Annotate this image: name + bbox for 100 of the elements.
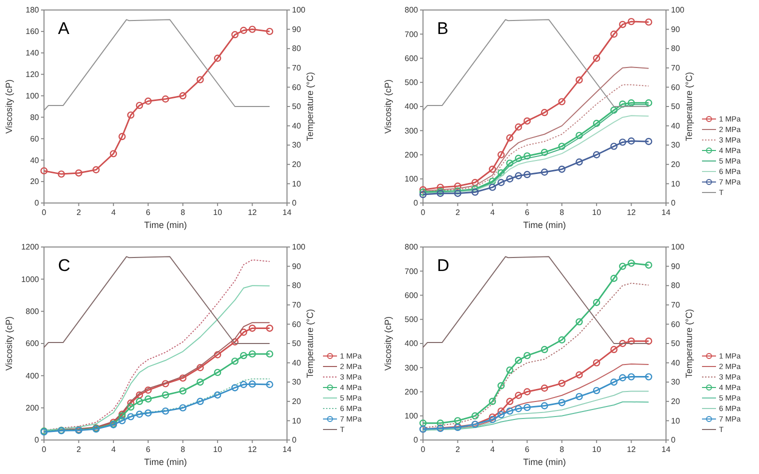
y2-tick-label: 40: [671, 358, 680, 368]
y2-tick-label: 60: [671, 82, 680, 92]
y2-tick-label: 0: [292, 436, 297, 445]
text: D: [437, 256, 450, 275]
y2-tick-label: 100: [292, 242, 306, 252]
x-tick-label: 2: [76, 445, 82, 454]
y2-tick-label: 0: [292, 198, 297, 208]
x-tick-label: 0: [42, 445, 47, 454]
x-tick-label: 2: [76, 208, 82, 217]
y2-tick-label: 50: [671, 102, 680, 112]
y2-tick-label: 10: [671, 179, 680, 188]
y-tick-label: 300: [404, 363, 419, 372]
x-tick-label: 8: [180, 445, 186, 454]
text: B: [437, 19, 448, 38]
y2-axis-title: Temperature (°C): [684, 308, 694, 378]
x-tick-label: 14: [282, 445, 292, 454]
y2-tick-label: 30: [292, 140, 302, 150]
y-axis-title: Viscosity (cP): [383, 79, 393, 134]
y-tick-label: 800: [26, 306, 40, 316]
y-tick-label: 180: [26, 6, 40, 15]
y2-tick-label: 70: [671, 300, 680, 310]
y2-tick-label: 80: [292, 281, 302, 290]
y2-tick-label: 80: [671, 281, 680, 290]
y2-axis-title: Temperature (°C): [305, 308, 315, 378]
y-tick-label: 600: [404, 290, 419, 300]
x-tick-label: 12: [248, 445, 258, 454]
x-tick-label: 0: [42, 208, 47, 217]
y2-tick-label: 50: [671, 339, 680, 348]
text: A: [58, 19, 70, 38]
y-tick-label: 120: [26, 70, 40, 79]
y2-tick-label: 50: [292, 339, 302, 348]
y2-tick-label: 100: [671, 242, 685, 252]
x-tick-label: 2: [455, 445, 460, 454]
x-tick-label: 14: [662, 208, 671, 217]
y-tick-label: 160: [26, 27, 40, 36]
x-axis-title: Time (min): [523, 457, 566, 467]
x-tick-label: 6: [524, 445, 530, 454]
y-tick-label: 200: [404, 387, 419, 396]
y2-tick-label: 80: [292, 44, 302, 54]
y2-axis-title: Temperature (°C): [305, 72, 315, 142]
y2-tick-label: 90: [671, 262, 680, 271]
x-tick-label: 8: [560, 445, 565, 454]
y-tick-label: 0: [34, 198, 40, 208]
x-tick-label: 0: [420, 445, 426, 454]
y-tick-label: 300: [404, 126, 419, 136]
x-tick-label: 14: [662, 445, 671, 454]
y2-tick-label: 90: [292, 24, 302, 34]
y-tick-label: 100: [404, 174, 419, 184]
y-tick-label: 0: [414, 198, 419, 208]
text: C: [58, 256, 70, 275]
y-tick-label: 0: [414, 436, 419, 445]
y2-tick-label: 0: [671, 198, 676, 208]
y-tick-label: 700: [404, 266, 419, 276]
y-axis-title: Viscosity (cP): [4, 79, 14, 134]
y2-tick-label: 20: [292, 160, 302, 170]
x-tick-label: 4: [111, 208, 116, 217]
y-tick-label: 200: [26, 403, 40, 412]
y2-tick-label: 80: [671, 44, 680, 54]
y2-tick-label: 70: [292, 64, 302, 73]
x-tick-label: 4: [111, 445, 116, 454]
y2-tick-label: 20: [671, 160, 680, 170]
y2-tick-label: 60: [292, 320, 302, 329]
x-tick-label: 6: [524, 208, 530, 217]
x-tick-label: 8: [560, 208, 565, 217]
y2-tick-label: 100: [671, 6, 685, 15]
y-tick-label: 80: [30, 112, 40, 122]
y2-tick-label: 100: [292, 6, 306, 15]
y2-tick-label: 10: [292, 416, 302, 426]
x-tick-label: 12: [626, 445, 636, 454]
y-tick-label: 400: [26, 371, 40, 380]
y-tick-label: 100: [404, 412, 419, 421]
y2-tick-label: 60: [292, 82, 302, 92]
y-tick-label: 20: [30, 177, 40, 186]
y2-tick-label: 70: [292, 300, 302, 310]
x-tick-label: 6: [146, 445, 151, 454]
y2-tick-label: 30: [671, 378, 680, 387]
y2-tick-label: 10: [292, 179, 302, 188]
y-tick-label: 700: [404, 30, 419, 39]
x-axis-title: Time (min): [144, 220, 187, 230]
y2-tick-label: 40: [292, 121, 302, 130]
y-tick-label: 500: [404, 78, 419, 88]
x-tick-label: 4: [490, 445, 496, 454]
y-tick-label: 800: [404, 6, 419, 15]
x-tick-label: 4: [490, 208, 496, 217]
y2-tick-label: 90: [671, 24, 680, 34]
y-tick-label: 600: [404, 54, 419, 63]
x-tick-label: 12: [248, 208, 258, 217]
y-tick-label: 1000: [21, 274, 40, 284]
y2-tick-label: 30: [671, 140, 680, 150]
y-tick-label: 200: [404, 150, 419, 160]
y2-axis-title: Temperature (°C): [684, 72, 694, 142]
x-axis-title: Time (min): [523, 220, 566, 230]
y2-tick-label: 40: [292, 358, 302, 368]
y-tick-label: 400: [404, 102, 419, 112]
y2-tick-label: 20: [292, 397, 302, 406]
x-tick-label: 10: [213, 208, 223, 217]
y-tick-label: 500: [404, 315, 419, 324]
y-axis-title: Viscosity (cP): [4, 316, 14, 371]
y2-tick-label: 70: [671, 64, 680, 73]
x-tick-label: 12: [626, 208, 636, 217]
